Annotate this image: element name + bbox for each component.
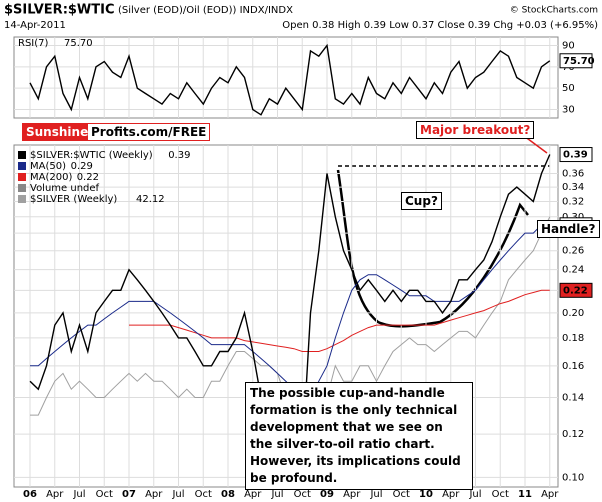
legend-swatch: [18, 195, 26, 203]
x-tick-label: 07: [122, 489, 136, 500]
legend-value: 0.39: [168, 150, 190, 161]
y-tick-label: 0.26: [562, 246, 584, 257]
legend-value: 75.70: [64, 38, 93, 49]
y-tick-label: 0.14: [562, 393, 584, 404]
y-tick-label: 50: [562, 83, 575, 94]
x-tick-label: 11: [518, 489, 532, 500]
legend-label: RSI(7): [18, 38, 49, 49]
y-tick-label: 0.16: [562, 361, 584, 372]
annotation: Handle?: [537, 220, 600, 238]
y-tick-label: 90: [562, 41, 575, 52]
x-tick-label: Apr: [145, 489, 163, 500]
y-tick-label: 0.32: [562, 196, 584, 207]
legend-label: MA(200): [30, 172, 72, 183]
watermark-brand: Sunshine: [22, 123, 93, 141]
quote: Open 0.38 High 0.39 Low 0.37 Close 0.39 …: [282, 20, 598, 31]
y-tick-label: 0.36: [562, 169, 584, 180]
chart-title: $SILVER:$WTIC: [4, 3, 115, 18]
x-tick-label: Jul: [468, 489, 481, 500]
legend-value: 42.12: [136, 194, 165, 205]
x-tick-label: Apr: [541, 489, 559, 500]
x-tick-label: Oct: [492, 489, 509, 500]
watermark-site: Profits.com/FREE: [88, 123, 211, 141]
legend-value: 0.29: [71, 161, 93, 172]
x-tick-label: Jul: [171, 489, 184, 500]
x-tick-label: Oct: [294, 489, 311, 500]
cup-shape: [336, 169, 529, 328]
annotation: Major breakout?: [416, 121, 535, 139]
y-tick-label: 0.24: [562, 265, 584, 276]
legend-swatch: [18, 162, 26, 170]
x-tick-label: 06: [23, 489, 37, 500]
legend-label: Volume undef: [30, 183, 100, 194]
x-tick-label: Jul: [270, 489, 283, 500]
y-tick-label: 0.34: [562, 182, 584, 193]
legend-label: $SILVER:$WTIC (Weekly): [30, 150, 153, 161]
y-tick-label: 0.20: [562, 308, 584, 319]
series-line: [29, 43, 551, 116]
last-value-box: [559, 53, 593, 69]
y-tick-label: 30: [562, 104, 575, 115]
x-tick-label: Apr: [442, 489, 460, 500]
legend-label: MA(50): [30, 161, 66, 172]
x-tick-label: Jul: [369, 489, 382, 500]
y-tick-label: 0.12: [562, 429, 584, 440]
date: 14-Apr-2011: [4, 20, 66, 31]
x-tick-label: 08: [221, 489, 235, 500]
legend-value: 0.22: [77, 172, 99, 183]
y-tick-label: 0.10: [562, 472, 584, 483]
last-value-box: [559, 282, 593, 298]
legend-swatch: [18, 184, 26, 192]
series-line: [129, 289, 550, 352]
y-tick-label: 0.30: [562, 212, 584, 223]
x-tick-label: 10: [419, 489, 433, 500]
annotation: Cup?: [401, 192, 442, 210]
last-value-label: 0.22: [563, 285, 588, 296]
last-value-box: [559, 147, 593, 163]
x-tick-label: 09: [320, 489, 334, 500]
legend-swatch: [18, 151, 26, 159]
last-value-label: 0.39: [563, 150, 588, 161]
source: © StockCharts.com: [510, 6, 598, 16]
x-tick-label: Apr: [244, 489, 262, 500]
legend-swatch: [18, 173, 26, 181]
chart-subtitle: (Silver (EOD)/Oil (EOD)) INDX/INDX: [118, 5, 293, 16]
x-tick-label: Oct: [195, 489, 212, 500]
rsi-panel: [13, 36, 559, 119]
last-value-label: 75.70: [563, 56, 595, 67]
y-tick-label: 0.18: [562, 333, 584, 344]
x-tick-label: Oct: [96, 489, 113, 500]
x-tick-label: Apr: [46, 489, 64, 500]
annotation: The possible cup-and-handle formation is…: [245, 382, 473, 490]
x-tick-label: Oct: [393, 489, 410, 500]
x-tick-label: Jul: [72, 489, 85, 500]
x-tick-label: Apr: [343, 489, 361, 500]
legend-label: $SILVER (Weekly): [30, 194, 117, 205]
